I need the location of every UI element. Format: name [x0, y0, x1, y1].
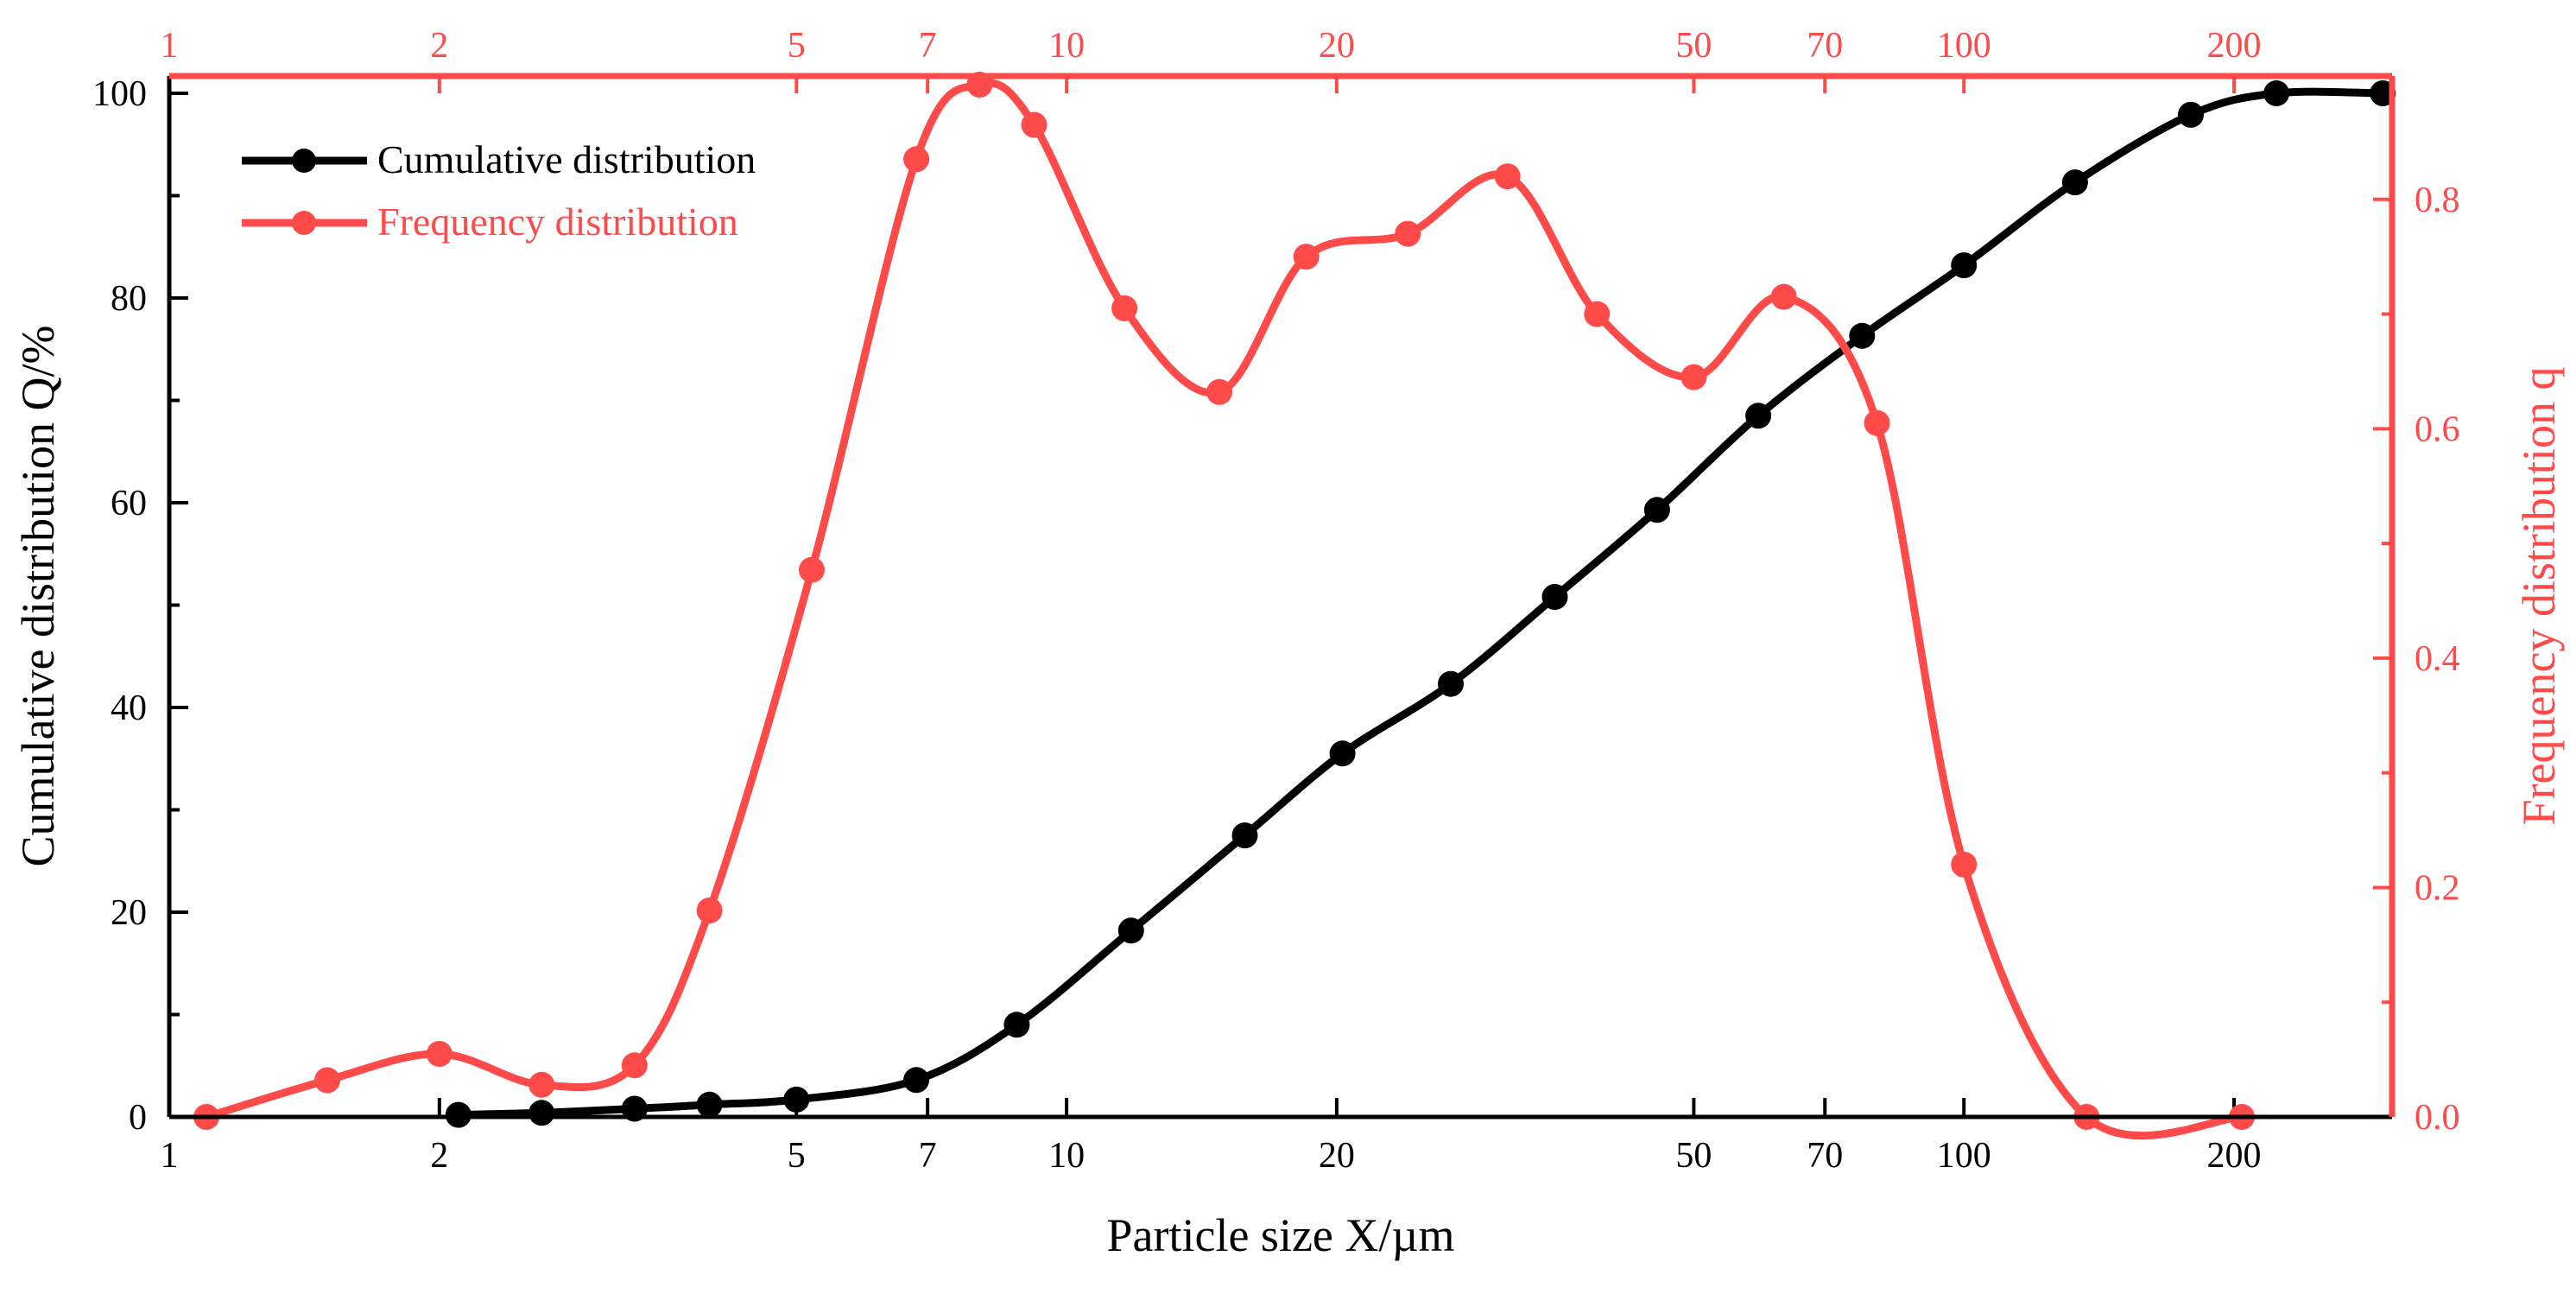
frequency-data-point — [426, 1041, 453, 1067]
cumulative-data-point — [528, 1100, 555, 1126]
frequency-data-point — [1206, 378, 1232, 405]
cumulative-data-point — [1231, 822, 1258, 849]
frequency-data-point — [314, 1067, 340, 1094]
bottom-axis-ticks: 1 2 5 7 10 20 50 70 100 200 — [161, 1098, 2262, 1176]
cumulative-data-point — [2178, 101, 2204, 128]
top-tick-label: 20 — [1319, 26, 1355, 66]
x-tick-label: 7 — [919, 1136, 937, 1176]
cumulative-data-point — [1643, 497, 1670, 523]
right-tick-label: 0.2 — [2415, 868, 2460, 908]
frequency-data-point — [903, 146, 930, 173]
top-tick-label: 5 — [788, 26, 806, 66]
left-tick-label: 80 — [111, 279, 147, 319]
left-y-axis-title: Cumulative distribution Q/% — [12, 326, 64, 867]
x-tick-label: 5 — [788, 1136, 806, 1176]
series-layer — [193, 72, 2396, 1140]
frequency-data-point — [1494, 163, 1521, 190]
legend-label-cumulative: Cumulative distribution — [377, 137, 756, 181]
cumulative-data-point — [1745, 403, 1772, 429]
x-tick-label: 10 — [1048, 1136, 1085, 1176]
top-tick-label: 50 — [1675, 26, 1712, 66]
frequency-data-point — [1680, 364, 1707, 390]
frequency-data-point — [1293, 244, 1320, 270]
cumulative-data-point — [1951, 252, 1978, 279]
x-tick-label: 100 — [1937, 1136, 1991, 1176]
x-tick-label: 1 — [161, 1136, 179, 1176]
top-tick-label: 2 — [430, 26, 448, 66]
x-tick-label: 70 — [1807, 1136, 1843, 1176]
frequency-data-point — [1951, 851, 1978, 878]
frequency-data-point — [1111, 295, 1138, 321]
cumulative-data-point — [903, 1067, 930, 1094]
right-tick-label: 0.6 — [2415, 409, 2460, 449]
cumulative-data-point — [2263, 80, 2290, 106]
x-tick-label: 50 — [1675, 1136, 1712, 1176]
frequency-data-point — [799, 556, 825, 583]
frequency-data-point — [1584, 301, 1611, 327]
cumulative-data-point — [1003, 1012, 1030, 1038]
cumulative-data-point — [696, 1091, 723, 1118]
right-tick-label: 0.4 — [2415, 639, 2460, 679]
left-tick-label: 100 — [92, 74, 147, 114]
x-tick-label: 2 — [430, 1136, 448, 1176]
legend: Cumulative distribution Frequency distri… — [242, 137, 756, 244]
cumulative-data-point — [1117, 917, 1144, 944]
cumulative-data-point — [1849, 322, 1876, 349]
top-tick-label: 1 — [161, 26, 179, 66]
x-axis-title: Particle size X/µm — [1107, 1209, 1455, 1261]
left-tick-label: 0 — [129, 1098, 147, 1138]
frequency-data-point — [1770, 283, 1797, 310]
x-tick-label: 200 — [2207, 1136, 2262, 1176]
right-tick-label: 0.8 — [2415, 181, 2460, 220]
left-tick-label: 60 — [111, 484, 147, 523]
top-tick-label: 10 — [1048, 26, 1085, 66]
cumulative-series-line — [454, 87, 2387, 1120]
left-tick-label: 20 — [111, 893, 147, 933]
frequency-data-point — [696, 898, 723, 923]
frequency-data-point — [621, 1052, 648, 1079]
frequency-data-point — [1395, 220, 1421, 247]
frequency-data-point — [1021, 111, 1047, 138]
frequency-data-point — [1864, 409, 1890, 436]
top-tick-label: 200 — [2207, 26, 2262, 66]
cumulative-data-point — [2061, 169, 2088, 196]
left-tick-label: 40 — [111, 688, 147, 728]
cumulative-data-point — [1329, 740, 1356, 767]
cumulative-data-point — [1541, 584, 1568, 610]
legend-marker-frequency — [292, 211, 316, 235]
top-tick-label: 70 — [1807, 26, 1843, 66]
frequency-data-point — [528, 1071, 555, 1098]
legend-marker-cumulative — [292, 149, 316, 173]
right-tick-label: 0.0 — [2415, 1098, 2460, 1138]
cumulative-data-point — [1438, 670, 1464, 697]
right-y-axis-title: Frequency distribution q — [2513, 367, 2565, 826]
top-axis-ticks: 1 2 5 7 10 20 50 70 100 200 — [161, 26, 2262, 93]
legend-label-frequency: Frequency distribution — [377, 200, 738, 244]
top-tick-label: 7 — [919, 26, 937, 66]
x-tick-label: 20 — [1319, 1136, 1355, 1176]
cumulative-data-point — [783, 1086, 810, 1113]
top-tick-label: 100 — [1937, 26, 1991, 66]
